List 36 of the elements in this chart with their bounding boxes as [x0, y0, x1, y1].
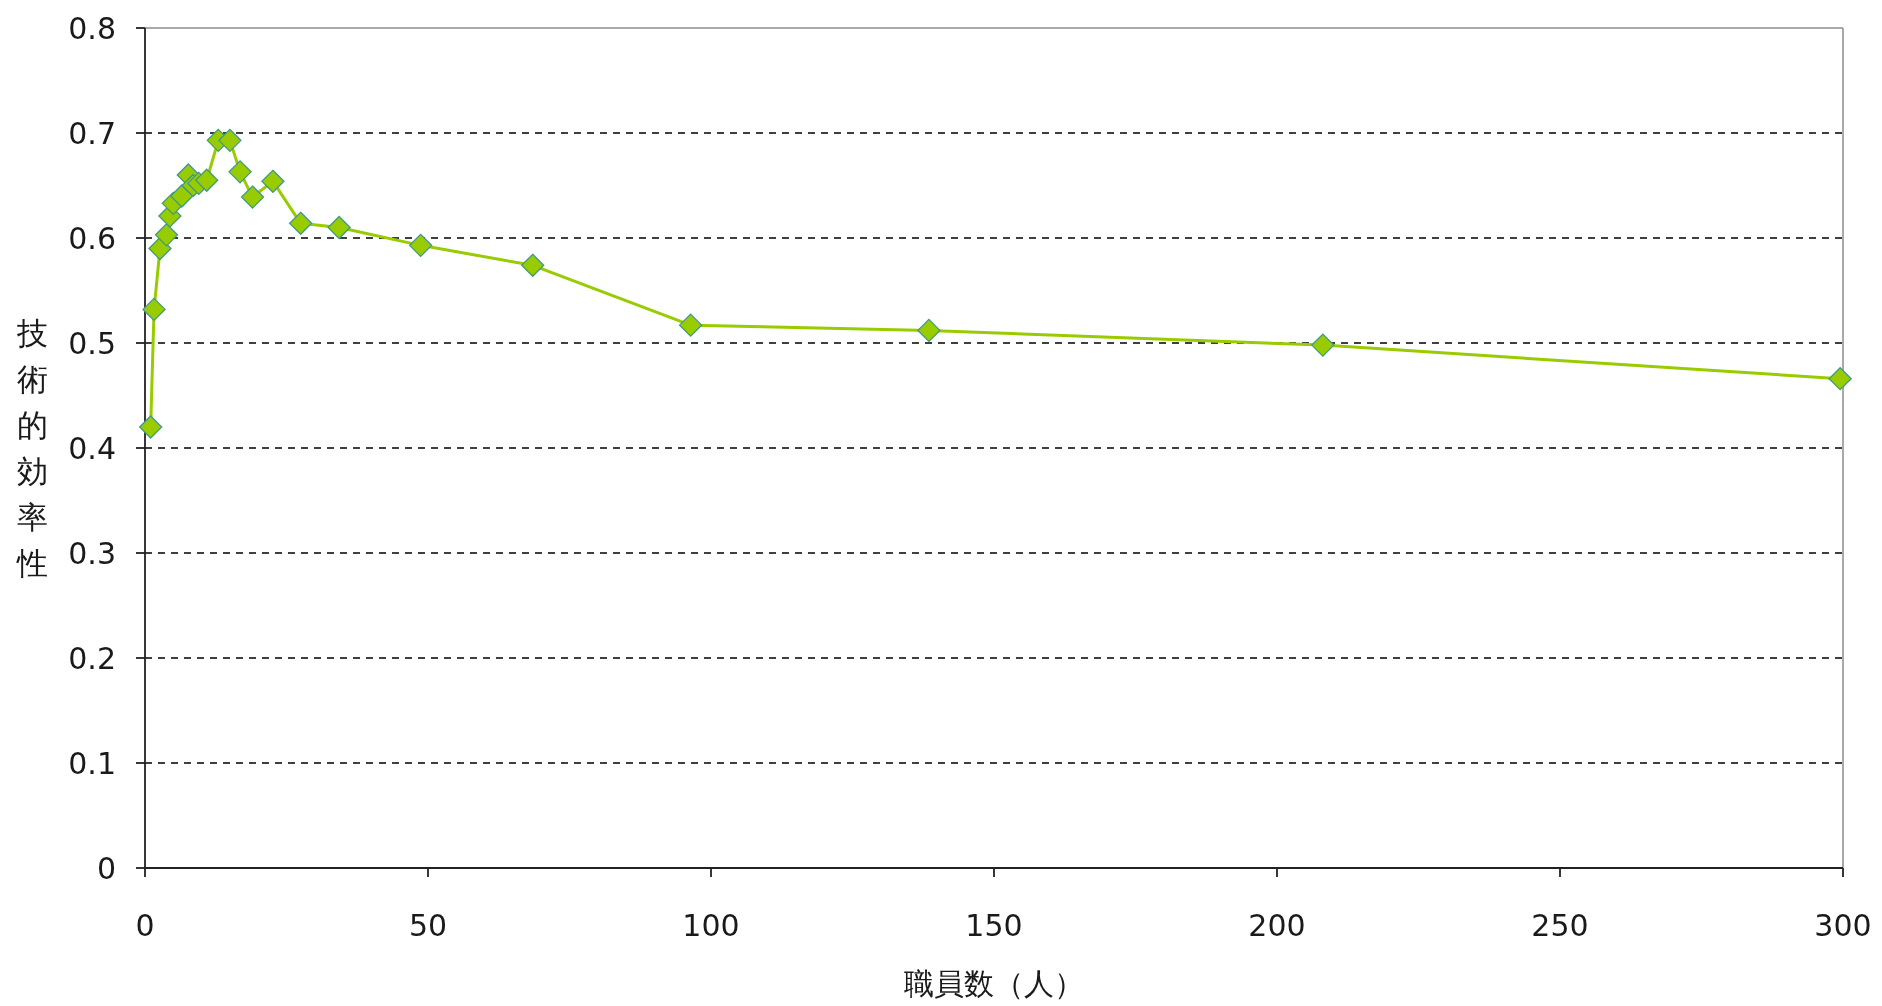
point: [327, 215, 351, 240]
x-tick-label: 150: [965, 907, 1023, 943]
point: [139, 415, 163, 439]
y-tick-label: 0.6: [68, 220, 116, 256]
point: [408, 233, 433, 257]
y-tick-label: 0: [96, 850, 116, 886]
x-axis-title: 職員数（人）: [904, 966, 1084, 1001]
y-tick-label: 0.7: [68, 115, 116, 151]
y-tick-label: 0.1: [68, 745, 116, 781]
point: [289, 211, 313, 235]
x-tick-label: 100: [682, 907, 740, 943]
x-tick-label: 0: [135, 907, 155, 943]
point: [678, 313, 703, 337]
point: [228, 160, 252, 184]
point: [521, 253, 545, 277]
point: [218, 128, 242, 152]
y-axis-title: 技術的効率性: [15, 315, 48, 581]
y-tick-label: 0.8: [68, 10, 116, 46]
x-tick-label: 250: [1531, 907, 1589, 943]
point: [170, 184, 194, 208]
point: [1311, 333, 1335, 357]
x-tick-label: 300: [1814, 907, 1872, 943]
x-tick-label: 200: [1248, 907, 1306, 943]
point: [1828, 367, 1852, 391]
y-tick-label: 0.2: [68, 640, 116, 676]
y-tick-label: 0.3: [68, 535, 116, 571]
y-tick-label: 0.5: [68, 325, 116, 361]
point: [195, 168, 219, 192]
point: [261, 169, 285, 193]
point: [142, 297, 166, 322]
point: [917, 318, 941, 343]
point: [154, 223, 179, 247]
point: [148, 236, 172, 261]
x-tick-label: 50: [408, 907, 448, 943]
y-tick-label: 0.4: [68, 430, 116, 466]
point: [240, 185, 265, 209]
